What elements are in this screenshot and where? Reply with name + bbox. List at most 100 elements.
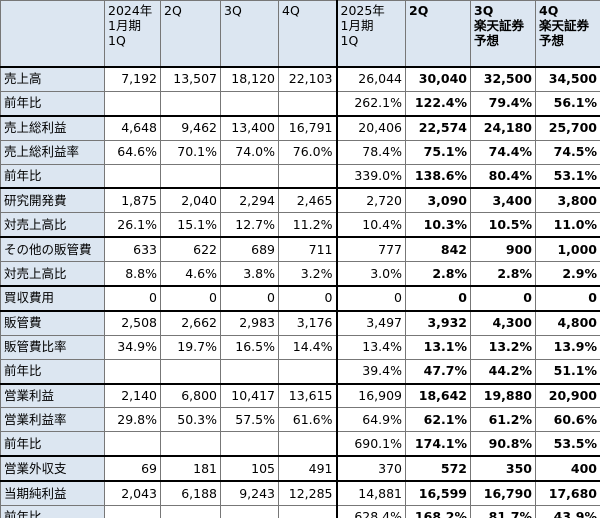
value-cell: 0 — [220, 285, 279, 312]
table-row: 営業利益率 29.8% 50.3% 57.5% 61.6% 64.9% 62.1% 61.2%… — [0, 407, 600, 433]
value-cell: 26,044 — [335, 66, 406, 92]
row-label: 営業外収支 — [0, 455, 105, 483]
value-cell: 2,662 — [160, 310, 221, 336]
value-cell: 2,465 — [278, 187, 337, 214]
value-cell: 75.1% — [405, 139, 471, 165]
table-row: 営業利益 2,140 6,800 10,417 13,615 16,909 18,642 19… — [0, 383, 600, 409]
value-cell: 350 — [470, 455, 536, 483]
table-row: 研究開発費 1,875 2,040 2,294 2,465 2,720 3,090 3,400… — [0, 187, 600, 214]
table-row: 対売上高比 26.1% 15.1% 12.7% 11.2% 10.4% 10.3% 10.5%… — [0, 212, 600, 239]
value-cell: 3,400 — [470, 187, 536, 214]
value-cell: 74.4% — [470, 139, 536, 165]
value-cell: 69 — [104, 455, 161, 483]
value-cell: 4.6% — [160, 261, 221, 288]
value-cell: 3,932 — [405, 310, 471, 336]
value-cell: 339.0% — [335, 163, 406, 190]
value-cell: 16,790 — [470, 480, 536, 507]
value-cell: 81.7% — [470, 505, 536, 518]
value-cell: 18,120 — [220, 66, 279, 92]
value-cell — [104, 505, 161, 518]
value-cell: 689 — [220, 236, 279, 263]
value-cell — [278, 90, 337, 117]
row-label: 営業利益率 — [0, 407, 105, 433]
value-cell: 842 — [405, 236, 471, 263]
value-cell: 53.1% — [535, 163, 600, 190]
value-cell: 168.2% — [405, 505, 471, 518]
value-cell: 14,881 — [335, 480, 406, 507]
value-cell — [104, 163, 161, 190]
value-cell: 12,285 — [278, 480, 337, 507]
header-cell — [0, 0, 105, 68]
value-cell: 17,680 — [535, 480, 600, 507]
value-cell: 777 — [335, 236, 406, 263]
value-cell: 400 — [535, 455, 600, 483]
value-cell: 1,875 — [104, 187, 161, 214]
value-cell: 11.2% — [278, 212, 337, 239]
value-cell: 60.6% — [535, 407, 600, 433]
value-cell: 70.1% — [160, 139, 221, 165]
value-cell: 9,243 — [220, 480, 279, 507]
value-cell: 2,043 — [104, 480, 161, 507]
row-label: 対売上高比 — [0, 261, 105, 288]
value-cell: 628.4% — [335, 505, 406, 518]
value-cell — [278, 358, 337, 385]
header-cell: 2025年 1月期 1Q — [335, 0, 406, 68]
value-cell — [160, 90, 221, 117]
value-cell: 174.1% — [405, 431, 471, 458]
table-row: その他の販管費 633 622 689 711 777 842 900 1,000 — [0, 236, 600, 263]
value-cell: 13,615 — [278, 383, 337, 409]
value-cell: 16,599 — [405, 480, 471, 507]
value-cell: 12.7% — [220, 212, 279, 239]
row-label: 売上総利益率 — [0, 139, 105, 165]
table-row: 前年比 690.1% 174.1% 90.8% 53.5% — [0, 431, 600, 458]
row-label: その他の販管費 — [0, 236, 105, 263]
row-label: 前年比 — [0, 431, 105, 458]
row-label: 前年比 — [0, 163, 105, 190]
table-row: 売上総利益率 64.6% 70.1% 74.0% 76.0% 78.4% 75.1% 74.4… — [0, 139, 600, 165]
value-cell: 13.4% — [335, 334, 406, 360]
value-cell: 711 — [278, 236, 337, 263]
row-label: 前年比 — [0, 358, 105, 385]
value-cell — [160, 358, 221, 385]
value-cell: 47.7% — [405, 358, 471, 385]
value-cell — [220, 90, 279, 117]
value-cell: 4,800 — [535, 310, 600, 336]
value-cell — [160, 163, 221, 190]
value-cell: 0 — [278, 285, 337, 312]
value-cell: 572 — [405, 455, 471, 483]
table-row: 販管費比率 34.9% 19.7% 16.5% 14.4% 13.4% 13.1% 13.2%… — [0, 334, 600, 360]
row-label: 研究開発費 — [0, 187, 105, 214]
header-cell: 4Q — [278, 0, 337, 68]
value-cell — [104, 90, 161, 117]
table-row: 当期純利益 2,043 6,188 9,243 12,285 14,881 16,599 16… — [0, 480, 600, 507]
value-cell: 13.1% — [405, 334, 471, 360]
value-cell: 181 — [160, 455, 221, 483]
row-label: 売上総利益 — [0, 115, 105, 141]
value-cell: 138.6% — [405, 163, 471, 190]
value-cell: 15.1% — [160, 212, 221, 239]
value-cell: 61.6% — [278, 407, 337, 433]
row-label: 売上高 — [0, 66, 105, 92]
value-cell: 16.5% — [220, 334, 279, 360]
table-row: 前年比 262.1% 122.4% 79.4% 56.1% — [0, 90, 600, 117]
value-cell: 2,508 — [104, 310, 161, 336]
value-cell: 4,300 — [470, 310, 536, 336]
value-cell: 2,040 — [160, 187, 221, 214]
value-cell: 51.1% — [535, 358, 600, 385]
value-cell — [278, 505, 337, 518]
value-cell — [220, 431, 279, 458]
value-cell: 262.1% — [335, 90, 406, 117]
value-cell: 64.9% — [335, 407, 406, 433]
value-cell: 0 — [335, 285, 406, 312]
value-cell: 78.4% — [335, 139, 406, 165]
value-cell: 900 — [470, 236, 536, 263]
value-cell: 90.8% — [470, 431, 536, 458]
value-cell: 0 — [405, 285, 471, 312]
value-cell: 3.8% — [220, 261, 279, 288]
header-row: 2024年 1月期 1Q 2Q 3Q 4Q 2025年 1月期 1Q 2Q 3Q 楽天証券 … — [0, 0, 600, 68]
table-row: 買収費用 0 0 0 0 0 0 0 0 — [0, 285, 600, 312]
value-cell: 76.0% — [278, 139, 337, 165]
value-cell: 19.7% — [160, 334, 221, 360]
value-cell — [220, 163, 279, 190]
value-cell: 74.0% — [220, 139, 279, 165]
